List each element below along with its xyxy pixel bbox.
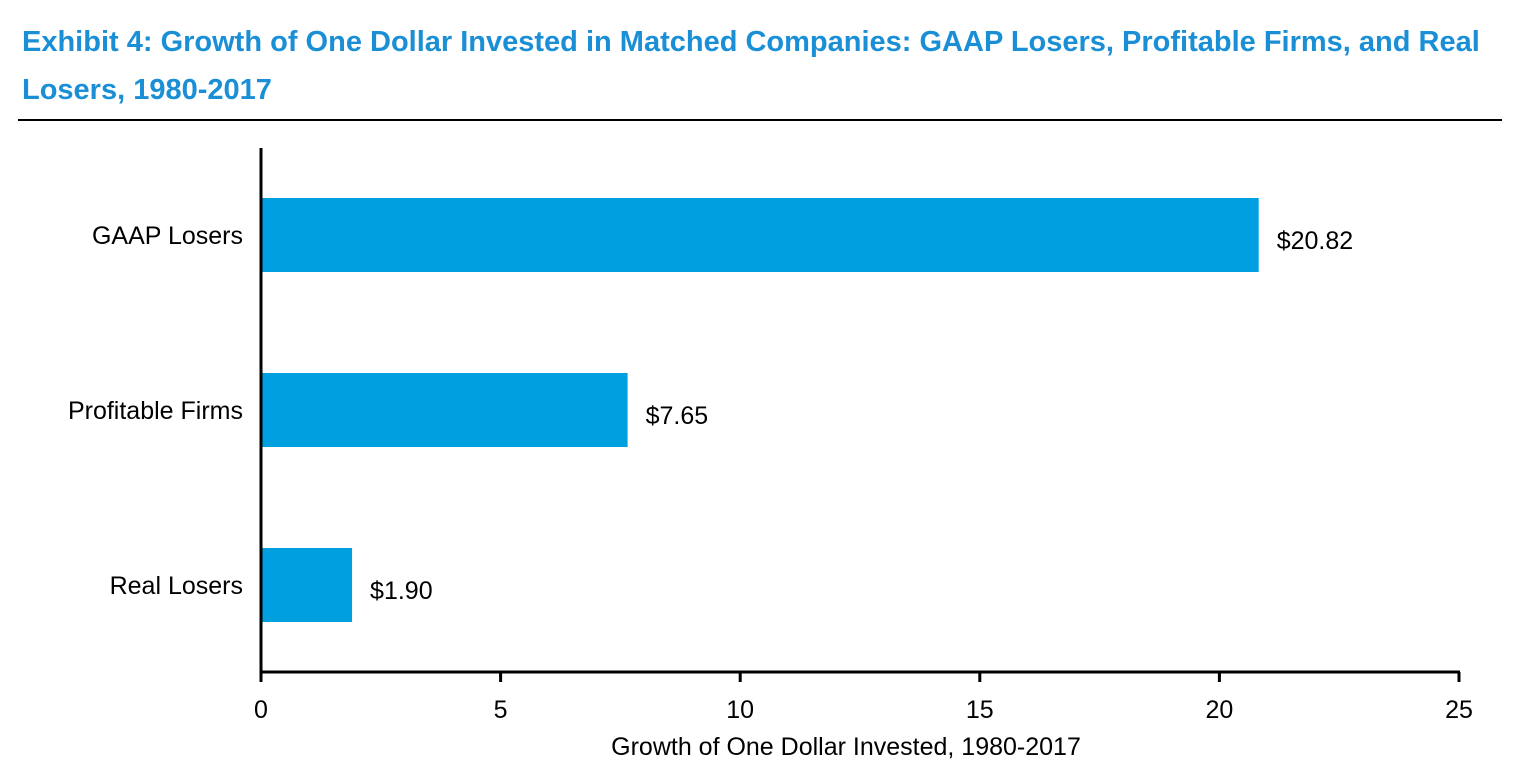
bar-gaap-losers	[261, 198, 1259, 272]
value-label-gaap-losers: $20.82	[1277, 227, 1353, 255]
x-tick-label-15: 15	[966, 696, 994, 724]
bar-profitable-firms	[261, 373, 628, 447]
axes-layer: 0 5 10 15 20 25	[254, 148, 1473, 724]
bar-real-losers	[261, 548, 353, 622]
x-tick-label-20: 20	[1205, 696, 1233, 724]
category-label-profitable-firms: Profitable Firms	[68, 397, 243, 425]
x-axis-title: Growth of One Dollar Invested, 1980-2017	[611, 733, 1081, 761]
category-label-gaap-losers: GAAP Losers	[92, 222, 243, 250]
x-tick-label-0: 0	[254, 696, 268, 724]
bars-layer: GAAP Losers $20.82 Profitable Firms $7.65 Re…	[68, 198, 1353, 622]
category-label-real-losers: Real Losers	[110, 572, 243, 600]
value-label-real-losers: $1.90	[370, 577, 433, 605]
x-tick-label-25: 25	[1445, 696, 1473, 724]
chart-title: Exhibit 4: Growth of One Dollar Invested…	[22, 26, 1480, 106]
value-label-profitable-firms: $7.65	[646, 402, 709, 430]
x-tick-label-10: 10	[726, 696, 754, 724]
x-tick-label-5: 5	[494, 696, 508, 724]
title-divider	[18, 119, 1502, 121]
